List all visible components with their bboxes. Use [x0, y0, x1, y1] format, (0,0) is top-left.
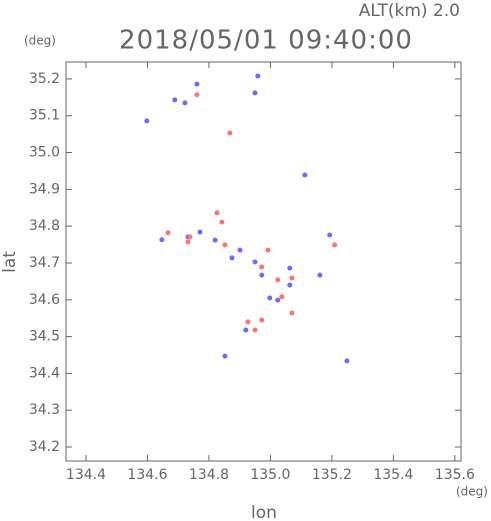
data-point — [327, 232, 333, 238]
data-point — [245, 319, 251, 325]
x-tick-label: 135.6 — [435, 467, 475, 483]
data-point — [222, 353, 228, 359]
data-point — [222, 242, 228, 248]
y-tick-label: 35.2 — [29, 71, 60, 87]
y-tick-label: 34.5 — [29, 329, 60, 345]
y-tick-label: 34.7 — [29, 255, 60, 271]
x-tick-label: 135.4 — [373, 467, 413, 483]
data-point — [194, 92, 200, 98]
data-point — [219, 219, 225, 225]
data-point — [159, 237, 165, 243]
data-point — [252, 327, 258, 333]
data-point — [287, 282, 293, 288]
y-tick-label: 34.9 — [29, 181, 60, 197]
data-point — [275, 297, 281, 303]
data-point — [212, 237, 218, 243]
data-point — [214, 210, 220, 216]
x-tick-label: 135.2 — [312, 467, 352, 483]
x-tick-label: 134.4 — [66, 467, 106, 483]
data-point — [194, 81, 200, 87]
data-point — [237, 247, 243, 253]
data-point — [252, 259, 258, 265]
plot-frame — [65, 61, 462, 462]
data-point — [344, 358, 350, 364]
data-point — [275, 277, 281, 283]
data-point — [279, 294, 285, 300]
data-point — [289, 310, 295, 316]
data-point — [229, 255, 235, 261]
data-point — [317, 272, 323, 278]
data-point — [197, 229, 203, 235]
data-point — [332, 242, 338, 248]
data-point — [259, 317, 265, 323]
data-point — [259, 272, 265, 278]
y-tick-label: 34.4 — [29, 365, 60, 381]
data-point — [265, 247, 271, 253]
y-tick-label: 35.1 — [29, 108, 60, 124]
x-tick-label: 134.8 — [189, 467, 229, 483]
data-point — [255, 73, 261, 79]
x-tick-label: 135.0 — [250, 467, 290, 483]
y-tick-label: 34.8 — [29, 218, 60, 234]
y-tick-label: 34.3 — [29, 402, 60, 418]
data-point — [252, 90, 258, 96]
data-point — [227, 130, 233, 136]
data-point — [267, 295, 273, 301]
data-point — [165, 230, 171, 236]
data-point — [243, 327, 249, 333]
data-point — [182, 100, 188, 106]
y-unit: (deg) — [24, 34, 56, 48]
y-axis-label: lat — [0, 251, 20, 273]
data-point — [144, 118, 150, 124]
data-point — [187, 234, 193, 240]
chart-title: 2018/05/01 09:40:00 — [119, 26, 413, 56]
data-point — [302, 172, 308, 178]
x-axis-label: lon — [251, 503, 277, 521]
data-point — [259, 264, 265, 270]
data-point — [287, 265, 293, 271]
x-unit: (deg) — [456, 485, 488, 499]
y-tick-label: 34.2 — [29, 439, 60, 455]
x-tick-label: 134.6 — [127, 467, 167, 483]
chart-subtitle: ALT(km) 2.0 — [359, 1, 460, 21]
data-point — [289, 275, 295, 281]
data-point — [172, 97, 178, 103]
y-tick-label: 35.0 — [29, 145, 60, 161]
y-tick-label: 34.6 — [29, 292, 60, 308]
data-point — [185, 239, 191, 245]
